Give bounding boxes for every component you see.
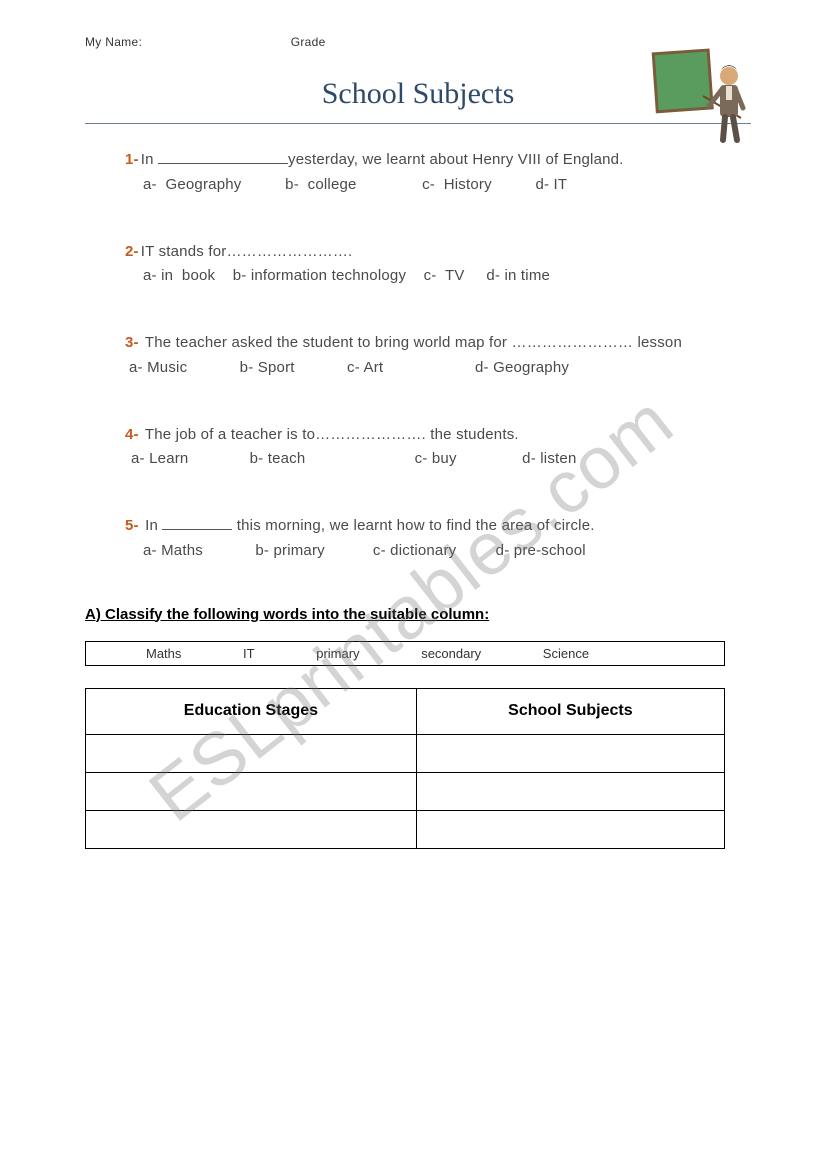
q4-stem: The job of a teacher is to…………………. the s… [141,426,519,443]
q5-stem-before: In [141,517,163,534]
name-label: My Name: [85,35,142,49]
table-row[interactable] [86,772,725,810]
word-4: secondary [421,646,481,661]
word-3: primary [316,646,359,661]
q5-options[interactable]: a- Maths b- primary c- dictionary d- pre… [125,539,741,564]
questions-block: 1-In yesterday, we learnt about Henry VI… [125,148,741,564]
q2-stem-before: IT stands for [141,243,227,260]
question-1: 1-In yesterday, we learnt about Henry VI… [125,148,741,198]
q5-blank[interactable] [162,518,232,530]
q1-blank[interactable] [158,152,288,164]
word-2: IT [243,646,255,661]
q3-options[interactable]: a- Music b- Sport c- Art d- Geography [125,356,741,381]
q2-num: 2- [125,243,139,260]
worksheet-page: My Name: Grade School Subjects 1-In yest… [0,0,821,889]
q1-stem-before: In [141,151,158,168]
word-5: Science [543,646,589,661]
word-1: Maths [146,646,181,661]
grade-label: Grade [291,35,326,49]
table-header-row: Education Stages School Subjects [86,688,725,734]
question-2: 2-IT stands for……………………. a- in book b- i… [125,240,741,290]
q1-num: 1- [125,151,139,168]
q4-options[interactable]: a- Learn b- teach c- buy d- listen [125,447,741,472]
q4-num: 4- [125,426,139,443]
q2-dots: ……………………. [226,243,352,260]
table-row[interactable] [86,810,725,848]
q5-stem-after: this morning, we learnt how to find the … [232,517,594,534]
question-5: 5- In this morning, we learnt how to fin… [125,514,741,564]
q5-num: 5- [125,517,139,534]
question-3: 3- The teacher asked the student to brin… [125,331,741,381]
classify-table: Education Stages School Subjects [85,688,725,849]
page-title: School Subjects [322,77,515,115]
q3-num: 3- [125,334,139,351]
question-4: 4- The job of a teacher is to…………………. th… [125,423,741,473]
table-row[interactable] [86,734,725,772]
header-line: My Name: Grade [85,35,751,49]
q3-stem: The teacher asked the student to bring w… [145,334,682,351]
title-wrap: School Subjects [85,77,751,115]
section-b-title: A) Classify the following words into the… [85,606,751,623]
q1-stem-after: yesterday, we learnt about Henry VIII of… [288,151,624,168]
q1-options[interactable]: a- Geography b- college c- History d- IT [125,173,741,198]
section-b: A) Classify the following words into the… [85,606,751,849]
col-school-subjects: School Subjects [416,688,724,734]
col-education-stages: Education Stages [86,688,417,734]
q2-options[interactable]: a- in book b- information technology c- … [125,264,741,289]
word-box: Maths IT primary secondary Science [85,641,725,666]
